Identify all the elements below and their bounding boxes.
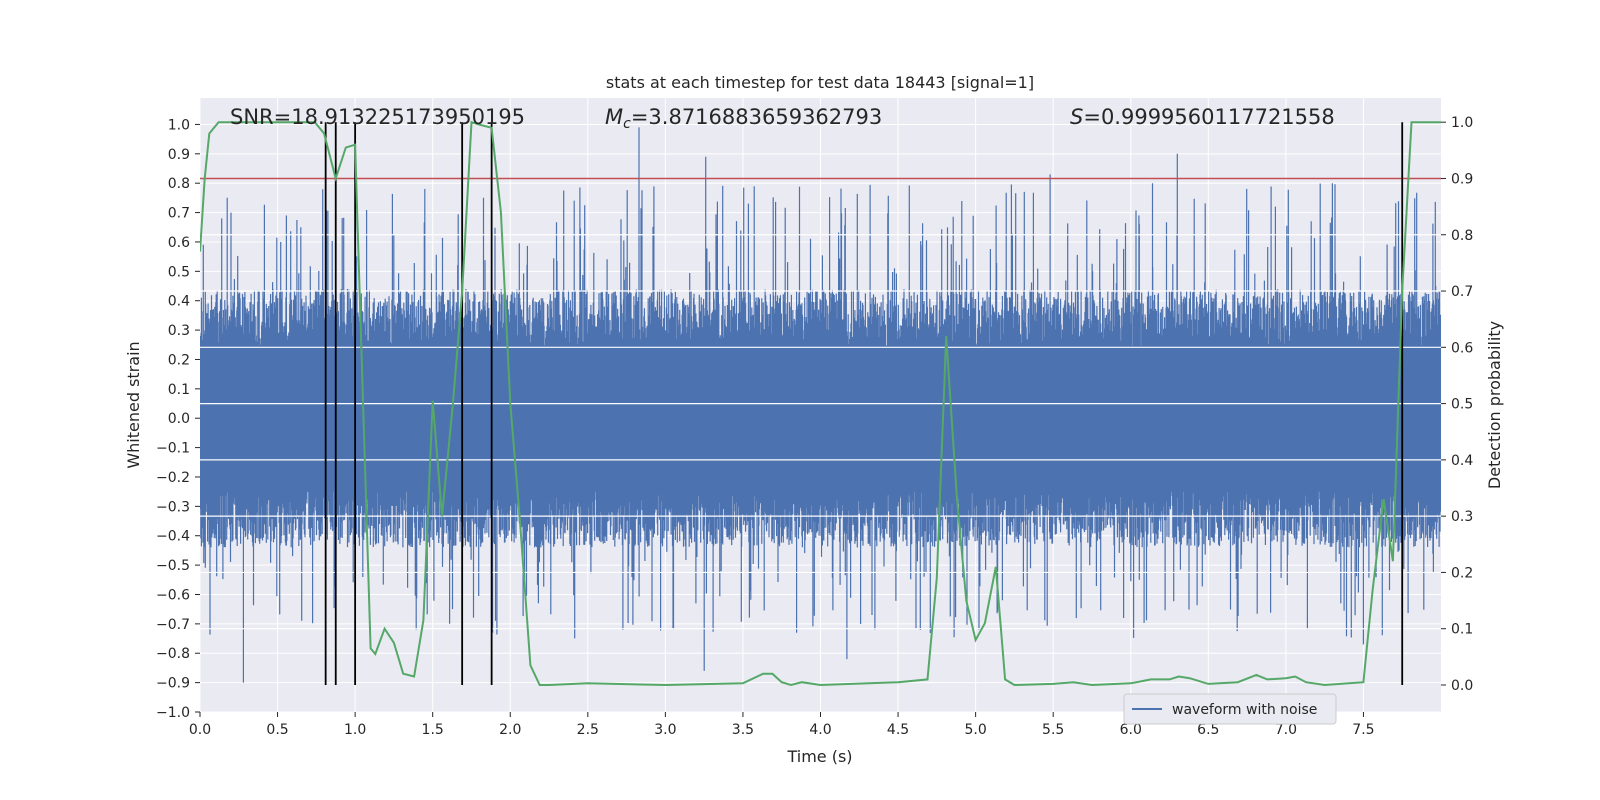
y-right-axis-label: Detection probability xyxy=(1485,321,1504,489)
y-tick-label: −0.4 xyxy=(156,529,190,545)
detection-probability-line xyxy=(200,120,1441,687)
right-axis-grid xyxy=(200,234,1441,630)
y-tick-label: 0.5 xyxy=(168,264,190,280)
y-tick-label: 0.9 xyxy=(168,147,190,163)
x-tick-label: 4.0 xyxy=(809,722,831,738)
score-value: =0.9999560117721558 xyxy=(1083,105,1334,129)
x-tick-label: 1.5 xyxy=(422,722,444,738)
waveform-with-noise-series xyxy=(200,127,1441,683)
y-tick-label: 0.8 xyxy=(168,176,190,192)
y-tick-label: −0.2 xyxy=(156,470,190,486)
y-tick-label: −1.0 xyxy=(156,705,190,721)
y-tick-label: −0.8 xyxy=(156,646,190,662)
y-right-tick-label: 0.3 xyxy=(1451,509,1473,525)
x-tick-label: 0.5 xyxy=(266,722,288,738)
x-tick-label: 3.0 xyxy=(654,722,676,738)
y-tick-label: 1.0 xyxy=(168,117,190,133)
chirp-mass-value: =3.8716883659362793 xyxy=(631,105,882,129)
y-axis-label: Whitened strain xyxy=(124,341,143,468)
legend: waveform with noise xyxy=(1123,693,1337,725)
y-tick-label: −0.7 xyxy=(156,617,190,633)
x-tick-label: 0.0 xyxy=(189,722,211,738)
y-right-tick-label: 0.8 xyxy=(1451,228,1473,244)
legend-box xyxy=(1123,693,1337,725)
detection-probability-series xyxy=(200,120,1441,687)
score-symbol: S xyxy=(1070,105,1083,129)
legend-label: waveform with noise xyxy=(1172,702,1317,718)
x-tick-label: 6.5 xyxy=(1197,722,1219,738)
x-tick-label: 3.5 xyxy=(732,722,754,738)
snr-annotation: SNR=18.913225173950195 xyxy=(230,105,525,129)
y-right-tick-label: 0.0 xyxy=(1451,678,1473,694)
y-tick-label: −0.9 xyxy=(156,676,190,692)
x-tick-label: 1.0 xyxy=(344,722,366,738)
y-tick-label: 0.6 xyxy=(168,235,190,251)
x-tick-label: 5.5 xyxy=(1042,722,1064,738)
y-tick-label: 0.7 xyxy=(168,206,190,222)
x-tick-label: 7.0 xyxy=(1275,722,1297,738)
vertical-markers xyxy=(324,122,1404,685)
x-tick-label: 6.0 xyxy=(1120,722,1142,738)
y-right-tick-label: 1.0 xyxy=(1451,115,1473,131)
chirp-mass-symbol: M xyxy=(605,105,623,129)
y-right-tick-label: 0.6 xyxy=(1451,340,1473,356)
y-tick-label: −0.5 xyxy=(156,558,190,574)
x-tick-label: 2.5 xyxy=(577,722,599,738)
y-right-tick-label: 0.4 xyxy=(1451,453,1473,469)
x-axis-label: Time (s) xyxy=(786,747,852,766)
chirp-mass-subscript: c xyxy=(623,116,631,132)
y-right-axis-ticks: 0.0 0.1 0.2 0.3 0.4 0.5 0.6 0.7 0.8 0.9 1.0 xyxy=(1441,115,1473,694)
x-tick-label: 7.5 xyxy=(1352,722,1374,738)
chirp-mass-annotation: Mc=3.8716883659362793 xyxy=(605,105,882,132)
y-right-tick-label: 0.1 xyxy=(1451,622,1473,638)
y-tick-label: 0.4 xyxy=(168,294,190,310)
y-tick-label: 0.3 xyxy=(168,323,190,339)
y-tick-label: 0.2 xyxy=(168,352,190,368)
y-tick-label: 0.1 xyxy=(168,382,190,398)
y-right-tick-label: 0.7 xyxy=(1451,284,1473,300)
x-axis-ticks: 0.0 0.5 1.0 1.5 2.0 2.5 3.0 3.5 4.0 4.5 5.0 5.5 6.0 6… xyxy=(189,712,1375,738)
chart-title: stats at each timestep for test data 184… xyxy=(606,73,1034,92)
y-tick-label: 0.0 xyxy=(168,411,190,427)
y-right-tick-label: 0.5 xyxy=(1451,397,1473,413)
x-tick-label: 2.0 xyxy=(499,722,521,738)
y-tick-label: −0.6 xyxy=(156,587,190,603)
y-tick-label: −0.1 xyxy=(156,441,190,457)
x-tick-label: 5.0 xyxy=(964,722,986,738)
y-axis-ticks: −1.0 −0.9 −0.8 −0.7 −0.6 −0.5 −0.4 −0.3 −0.2 −0.1… xyxy=(156,117,200,721)
y-right-tick-label: 0.2 xyxy=(1451,565,1473,581)
x-tick-label: 4.5 xyxy=(887,722,909,738)
score-annotation: S=0.9999560117721558 xyxy=(1070,105,1335,129)
y-right-tick-label: 0.9 xyxy=(1451,171,1473,187)
y-tick-label: −0.3 xyxy=(156,499,190,515)
